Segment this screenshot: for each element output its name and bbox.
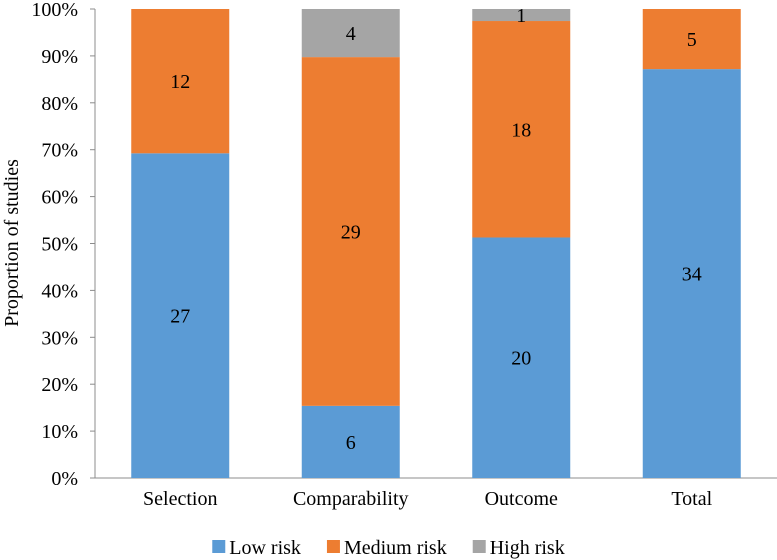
y-tick-label: 70% xyxy=(41,140,78,162)
data-label-high-risk: 4 xyxy=(346,23,356,45)
bar-segment-low-risk xyxy=(472,237,571,478)
legend-swatch-medium-risk xyxy=(326,540,340,553)
y-tick-label: 20% xyxy=(41,374,78,396)
bar-segment-medium-risk xyxy=(301,57,400,406)
y-tick-label: 50% xyxy=(41,234,78,256)
x-tick-label: Total xyxy=(671,488,712,510)
legend-item: Medium risk xyxy=(326,537,447,559)
y-tick-label: 40% xyxy=(41,280,78,302)
bar-segment-medium-risk xyxy=(131,9,230,154)
legend-swatch-low-risk xyxy=(212,540,226,553)
data-label-medium-risk: 12 xyxy=(170,71,190,93)
y-tick-label: 10% xyxy=(41,421,78,443)
legend-item: High risk xyxy=(472,537,565,559)
x-tick-label: Comparability xyxy=(293,488,409,510)
data-label-high-risk: 1 xyxy=(516,5,526,27)
y-axis: 0% 10% 20% 30% 40% 50% 60% 70% 80% 90% 100% xyxy=(31,0,96,490)
data-label-low-risk: 27 xyxy=(170,306,190,328)
bar-segment-medium-risk xyxy=(472,21,571,238)
legend: Low risk Medium risk High risk xyxy=(212,537,565,559)
y-tick-label: 0% xyxy=(51,468,78,490)
y-axis-title: Proportion of studies xyxy=(1,159,23,327)
y-tick-label: 60% xyxy=(41,187,78,209)
legend-label: Low risk xyxy=(229,537,301,559)
y-tick-label: 100% xyxy=(31,0,78,21)
data-label-medium-risk: 18 xyxy=(511,119,531,141)
bar-segment-high-risk xyxy=(472,9,571,22)
legend-label: High risk xyxy=(490,537,565,559)
bars xyxy=(131,9,741,479)
data-label-medium-risk: 5 xyxy=(687,29,697,51)
x-axis: Selection Comparability Outcome Total xyxy=(95,477,777,510)
y-tick-label: 80% xyxy=(41,93,78,115)
data-label-low-risk: 34 xyxy=(682,264,702,286)
data-labels: 27 12 6 29 4 20 18 1 34 5 xyxy=(170,5,702,454)
bar-segment-low-risk xyxy=(642,69,741,478)
legend-swatch-high-risk xyxy=(472,540,486,553)
data-label-medium-risk: 29 xyxy=(341,221,361,243)
y-tick-label: 30% xyxy=(41,327,78,349)
x-tick-label: Outcome xyxy=(485,488,558,510)
x-tick-label: Selection xyxy=(143,488,217,510)
bar-segment-low-risk xyxy=(301,405,400,478)
bar-segment-medium-risk xyxy=(642,9,741,70)
y-tick-label: 90% xyxy=(41,46,78,68)
data-label-low-risk: 20 xyxy=(511,348,531,370)
data-label-low-risk: 6 xyxy=(346,432,356,454)
legend-label: Medium risk xyxy=(344,537,447,559)
legend-item: Low risk xyxy=(212,537,301,559)
bar-segment-high-risk xyxy=(301,9,400,58)
bar-segment-low-risk xyxy=(131,153,230,479)
